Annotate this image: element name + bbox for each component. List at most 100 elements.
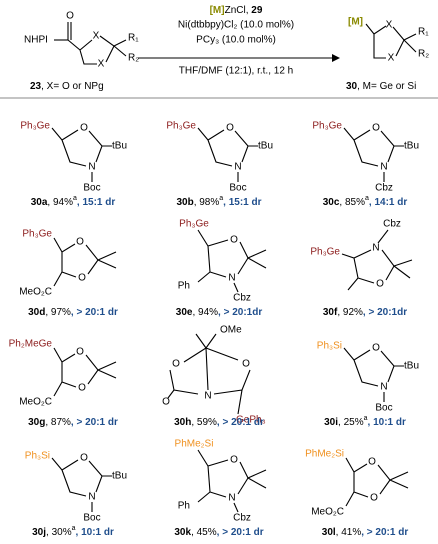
footnote: a: [73, 195, 77, 202]
atom-label: O: [172, 359, 180, 370]
reactant-label: X: [93, 31, 100, 42]
compound-id: 30f: [323, 307, 338, 318]
catalyst: Ni(dtbbpy)Cl₂ (10.0 mol%): [178, 20, 294, 31]
footnote: a: [72, 525, 76, 532]
compound-id: 30e: [176, 307, 193, 318]
conditions: THF/DMF (12:1), r.t., 12 h: [179, 66, 293, 77]
metal-group: Ph₃Ge: [166, 121, 196, 132]
atom-label: O: [76, 347, 84, 358]
compound-id: 30a: [31, 197, 48, 208]
atom-label: N: [228, 493, 235, 504]
atom-label: Ph: [178, 501, 190, 512]
compound: Ph₃Ge O N Ph Cbz 30e, 94%, > 20:1dr: [176, 219, 267, 318]
atom-label: O: [242, 359, 250, 370]
arrow-head: [332, 54, 340, 62]
compound-caption: 30h, 59%, > 20:1 dr: [174, 417, 264, 428]
compound-id: 30b: [176, 197, 193, 208]
compound-id: 30h: [174, 417, 191, 428]
reactant-label: NHPI: [24, 35, 48, 46]
atom-label: O: [230, 455, 238, 466]
compound-id: 30d: [28, 307, 45, 318]
product-label: R₂: [418, 49, 429, 60]
compound: Ph₃Ge O O MeO₂C 30d, 97%, > 20:1 dr: [19, 229, 118, 318]
atom-label: O: [76, 237, 84, 248]
product-caption: 30, M= Ge or Si: [346, 81, 416, 92]
compound-caption: 30l, 41%, > 20:1 dr: [322, 527, 409, 538]
atom-label: tBu: [404, 361, 419, 372]
reactant-label: O: [66, 11, 74, 22]
compound: Ph₂MeGe O O MeO₂C 30g, 87%, > 20:1 dr: [9, 339, 118, 428]
bonds: [343, 127, 404, 182]
reactant-label: R₂: [128, 53, 139, 64]
dr: , > 20:1 dr: [71, 307, 118, 318]
atom-label: Boc: [229, 183, 246, 194]
compound-id: 30g: [28, 417, 45, 428]
yield: , 45%: [191, 527, 217, 538]
atom-label: O: [78, 383, 86, 394]
bonds: [341, 229, 413, 291]
atom-label: N: [234, 162, 241, 173]
compound-caption: 30j, 30%a, 10:1 dr: [32, 525, 114, 538]
reagent-text: ZnCl,: [225, 5, 252, 16]
compound-caption: 30c, 85%a, 14:1 dr: [323, 195, 408, 208]
dr: , 10:1 dr: [76, 527, 114, 538]
yield: , 59%: [191, 417, 217, 428]
atom-label: Boc: [83, 183, 100, 194]
metal-group: Ph₃Ge: [312, 121, 342, 132]
dr: , > 20:1dr: [218, 307, 262, 318]
compound-id: 30i: [324, 417, 338, 428]
product-metal: [M]: [348, 17, 363, 28]
bonds: [51, 457, 112, 512]
metal-group: Ph₃Si: [317, 341, 342, 352]
atom-label: tBu: [258, 141, 273, 152]
reactant-label: X: [98, 59, 105, 70]
atom-label: O: [230, 235, 238, 246]
bonds: [197, 229, 267, 293]
reactant-label: R₁: [128, 33, 139, 44]
product-label: R₁: [418, 27, 429, 38]
atom-label: Boc: [375, 403, 392, 414]
compound-caption: 30d, 97%, > 20:1 dr: [28, 307, 118, 318]
yield: , 30%: [46, 527, 72, 538]
compound-caption: 30g, 87%, > 20:1 dr: [28, 417, 118, 428]
metal-group: Ph₃Ge: [310, 247, 340, 258]
dr: , 15:1 dr: [223, 197, 261, 208]
atom-label: Cbz: [233, 513, 251, 524]
atom-label: O: [372, 123, 380, 134]
yield: , 85%: [339, 197, 365, 208]
atom-label: O: [368, 457, 376, 468]
metal: [M]: [210, 5, 225, 16]
bonds: [343, 347, 404, 402]
yield: , 41%: [336, 527, 362, 538]
dr: , 14:1 dr: [369, 197, 407, 208]
atom-label: Cbz: [383, 219, 401, 230]
dr: , 10:1 dr: [368, 417, 406, 428]
caption: , M= Ge or Si: [357, 81, 416, 92]
compound-id: 30j: [32, 527, 46, 538]
metal-group: Ph₃Si: [25, 451, 50, 462]
bonds: [345, 457, 409, 507]
metal-group: PhMe₂Si: [305, 449, 344, 460]
bonds: [167, 333, 251, 415]
atom-label: O: [80, 123, 88, 134]
atom-label: OMe: [220, 325, 242, 336]
compound-caption: 30e, 94%, > 20:1dr: [176, 307, 263, 318]
metal-group: Ph₃Ge: [179, 219, 209, 230]
product-label: X: [388, 53, 395, 64]
atom-label: MeO₂C: [311, 507, 344, 518]
atom-label: N: [380, 382, 387, 393]
reagent: [M]ZnCl, 29: [210, 5, 263, 16]
atom-label: tBu: [112, 471, 127, 482]
ligand: PCy₃ (10.0 mol%): [196, 35, 276, 46]
reactant-caption: 23, X= O or NPg: [30, 81, 104, 92]
atom-label: N: [372, 243, 379, 254]
atom-label: O: [80, 453, 88, 464]
metal-group: Ph₂MeGe: [9, 339, 53, 350]
metal-group: Ph₃Ge: [20, 121, 50, 132]
